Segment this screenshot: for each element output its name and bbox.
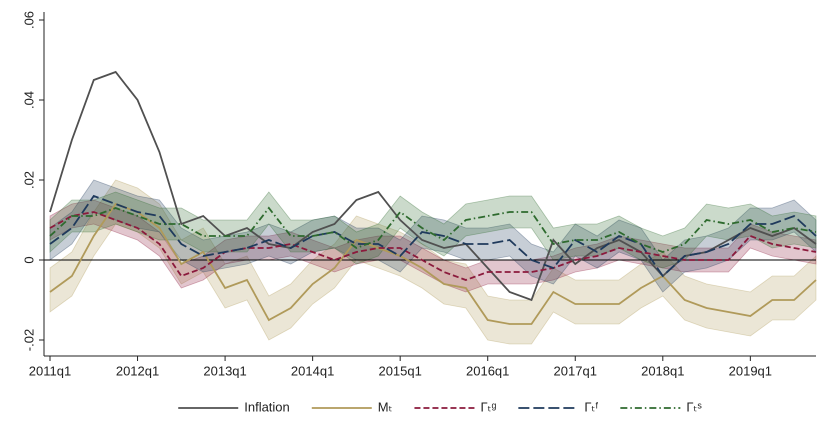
x-tick-label: 2012q1 [116, 363, 159, 378]
x-tick-label: 2019q1 [729, 363, 772, 378]
legend-label: Γₜˢ [686, 399, 702, 414]
x-tick-label: 2017q1 [554, 363, 597, 378]
confidence-band [49, 199, 817, 293]
y-tick-label: -.02 [21, 329, 36, 351]
legend-label: Γₜᵍ [480, 399, 496, 414]
series-line [49, 202, 817, 325]
y-tick-label: 0 [21, 256, 36, 263]
x-tick-label: 2018q1 [641, 363, 684, 378]
x-tick-label: 2015q1 [378, 363, 421, 378]
legend-label: Mₜ [378, 399, 393, 414]
legend-label: Inflation [244, 399, 290, 414]
series-line [49, 206, 817, 253]
legend-label: Γₜᶠ [584, 399, 598, 414]
y-tick-label: .02 [21, 171, 36, 189]
x-tick-label: 2014q1 [291, 363, 334, 378]
series-line [49, 211, 817, 281]
y-tick-label: .04 [21, 91, 36, 109]
y-tick-label: .06 [21, 11, 36, 29]
x-tick-label: 2011q1 [29, 363, 71, 378]
x-tick-label: 2013q1 [203, 363, 246, 378]
series-line [49, 70, 817, 302]
x-tick-label: 2016q1 [466, 363, 509, 378]
